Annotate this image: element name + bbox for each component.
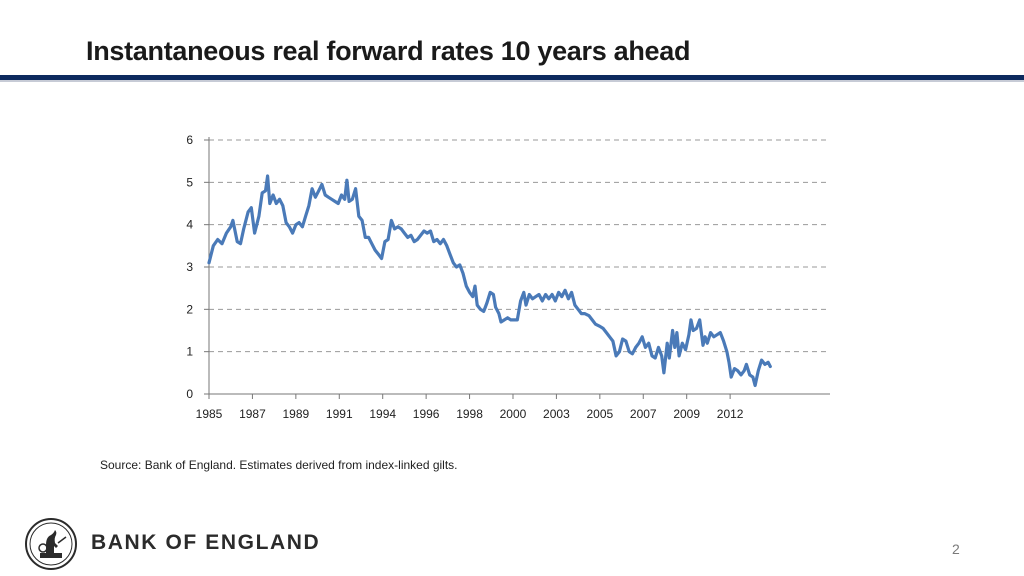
series-line-0 (207, 174, 772, 388)
chart-axes (208, 137, 830, 395)
x-tick-label: 1994 (369, 407, 396, 421)
y-tick-label: 0 (186, 387, 193, 401)
x-tick-label: 2005 (586, 407, 613, 421)
brand-wordmark: BANK OF ENGLAND (91, 531, 321, 554)
x-tick-label: 1987 (239, 407, 266, 421)
x-axis-ticks: 1985 1987 1989 1991 1994 1996 1998 2000 2003 2005… (196, 394, 744, 421)
x-tick-label: 2012 (717, 407, 744, 421)
bank-of-england-logo (24, 517, 78, 571)
x-tick-label: 2003 (543, 407, 570, 421)
source-note: Source: Bank of England. Estimates deriv… (100, 458, 458, 472)
page-number: 2 (952, 541, 960, 557)
line-chart: 0 1 2 3 4 5 6 1985 1987 1989 1991 1994 1996 1998 2000… (186, 133, 830, 421)
x-tick-label: 1991 (326, 407, 353, 421)
x-tick-label: 1996 (413, 407, 440, 421)
britannia-seal-icon (25, 518, 77, 570)
y-tick-label: 5 (186, 175, 193, 189)
y-tick-label: 2 (186, 302, 193, 316)
x-tick-label: 2007 (630, 407, 657, 421)
y-tick-label: 6 (186, 133, 193, 147)
y-tick-label: 4 (186, 218, 193, 232)
x-tick-label: 2009 (673, 407, 700, 421)
x-tick-label: 1989 (283, 407, 310, 421)
y-tick-label: 3 (186, 260, 193, 274)
x-tick-label: 1985 (196, 407, 223, 421)
slide-title: Instantaneous real forward rates 10 year… (86, 36, 691, 66)
chart-grid (209, 139, 830, 353)
title-rule (0, 75, 1024, 80)
chart-series (207, 174, 772, 388)
y-axis-ticks: 0 1 2 3 4 5 6 (186, 133, 209, 401)
title-rule-shadow (0, 80, 1024, 82)
y-tick-label: 1 (186, 345, 193, 359)
x-tick-label: 1998 (456, 407, 483, 421)
x-tick-label: 2000 (500, 407, 527, 421)
